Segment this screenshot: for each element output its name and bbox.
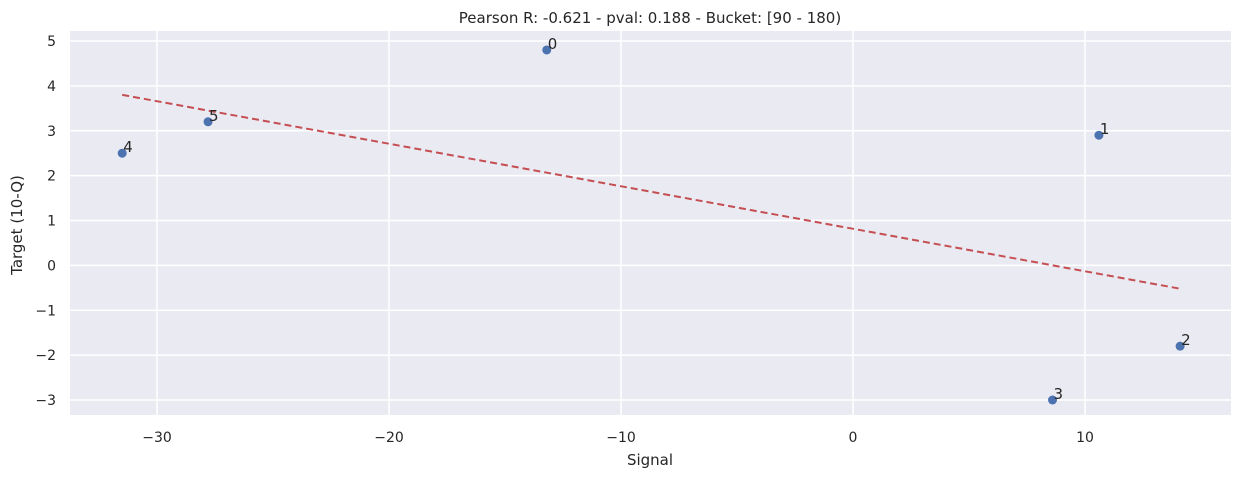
point-label: 3 bbox=[1054, 385, 1064, 403]
data-point bbox=[542, 45, 552, 55]
y-tick-label: 4 bbox=[47, 79, 56, 95]
regression-line bbox=[122, 93, 1181, 290]
x-tick-label: −20 bbox=[374, 430, 404, 446]
y-axis-ticks: −3 −2 −1 0 1 2 3 4 5 bbox=[35, 34, 56, 409]
data-point bbox=[1048, 395, 1058, 405]
x-axis-label: Signal bbox=[627, 451, 673, 469]
x-tick-label: −10 bbox=[606, 430, 636, 446]
point-label: 5 bbox=[209, 107, 219, 125]
chart-title: Pearson R: -0.621 - pval: 0.188 - Bucket… bbox=[459, 9, 841, 27]
point-label: 1 bbox=[1100, 120, 1110, 138]
data-point bbox=[117, 148, 127, 158]
data-points: 0 1 2 3 4 5 bbox=[117, 35, 1191, 405]
plot-area bbox=[70, 31, 1231, 415]
x-tick-label: 0 bbox=[849, 430, 858, 446]
y-tick-label: 0 bbox=[47, 258, 56, 274]
data-point bbox=[203, 117, 213, 127]
point-label: 0 bbox=[548, 35, 558, 53]
x-axis-ticks: −30 −20 −10 0 10 bbox=[142, 430, 1094, 446]
y-tick-label: −3 bbox=[35, 393, 56, 409]
data-point bbox=[1094, 130, 1104, 140]
x-tick-label: −30 bbox=[142, 430, 172, 446]
y-tick-label: 5 bbox=[47, 34, 56, 50]
data-point bbox=[1175, 341, 1185, 351]
point-label: 4 bbox=[123, 138, 133, 156]
y-tick-label: 1 bbox=[47, 214, 56, 230]
y-axis-label: Target (10-Q) bbox=[8, 175, 26, 276]
x-tick-label: 10 bbox=[1076, 430, 1094, 446]
y-tick-label: −2 bbox=[35, 348, 56, 364]
point-label: 2 bbox=[1181, 331, 1191, 349]
grid-lines bbox=[70, 31, 1231, 415]
y-tick-label: −1 bbox=[35, 303, 56, 319]
y-tick-label: 3 bbox=[47, 124, 56, 140]
y-tick-label: 2 bbox=[47, 169, 56, 185]
